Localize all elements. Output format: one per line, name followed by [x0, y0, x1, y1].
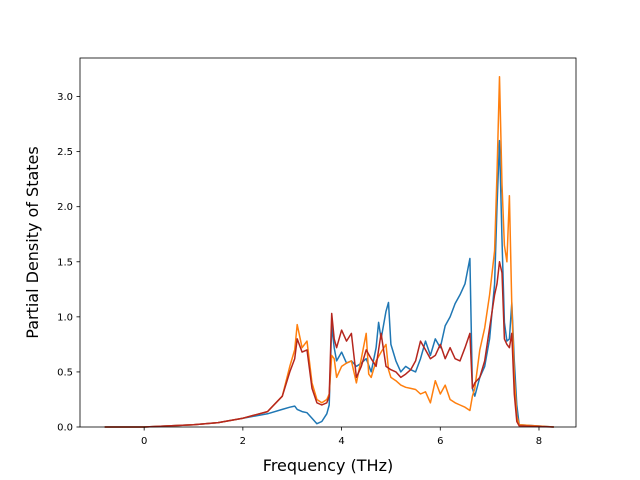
- series-lines: [104, 75, 554, 428]
- y-tick-label: 0.5: [57, 367, 73, 378]
- x-tick-label: 4: [338, 436, 344, 447]
- y-tick-label: 1.0: [57, 312, 73, 323]
- series-line-3: [104, 261, 554, 428]
- y-tick-label: 2.0: [57, 202, 73, 213]
- x-tick-label: 0: [141, 436, 147, 447]
- x-ticks: 0 2 4 6 8: [141, 427, 542, 447]
- y-tick-label: 0.0: [57, 423, 73, 434]
- y-tick-label: 1.5: [57, 257, 73, 268]
- x-tick-label: 6: [437, 436, 443, 447]
- x-tick-label: 8: [536, 436, 542, 447]
- series-line-1: [104, 139, 554, 428]
- x-tick-label: 2: [240, 436, 246, 447]
- y-tick-label: 2.5: [57, 147, 73, 158]
- y-axis-label: Partial Density of States: [23, 146, 42, 338]
- y-ticks: 0.0 0.5 1.0 1.5 2.0 2.5 3.0: [57, 92, 80, 434]
- plot-frame: [79, 57, 577, 428]
- y-tick-label: 3.0: [57, 92, 73, 103]
- series-line-2: [104, 75, 554, 428]
- x-axis-label: Frequency (THz): [263, 456, 393, 475]
